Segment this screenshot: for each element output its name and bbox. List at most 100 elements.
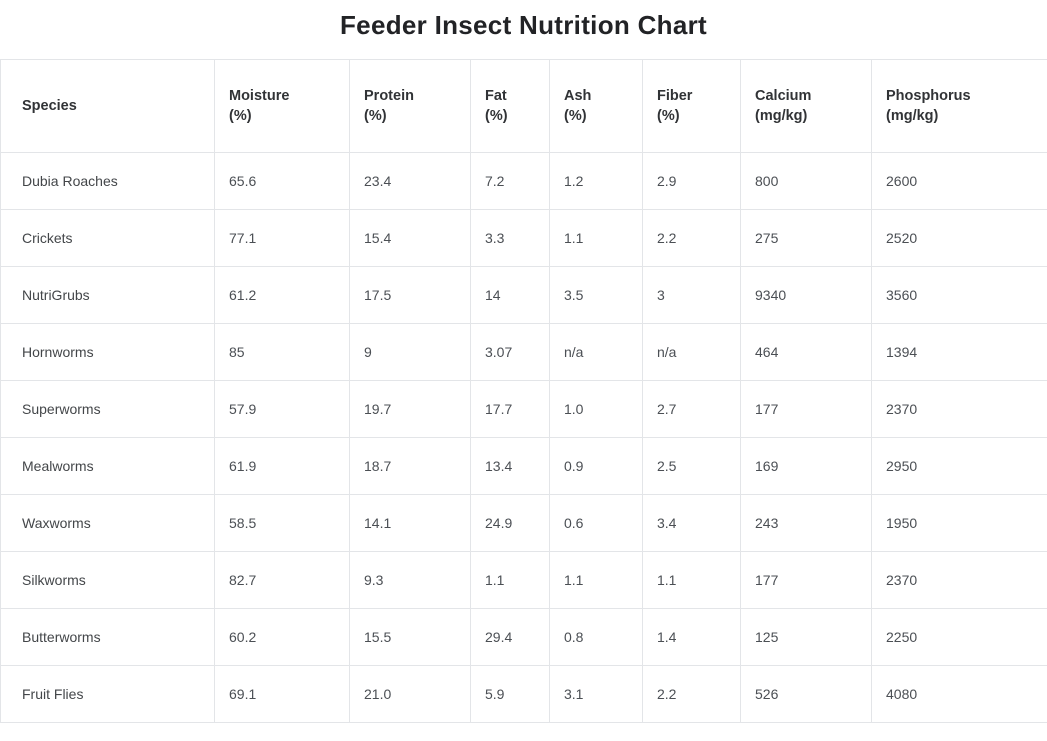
column-header-label: Phosphorus xyxy=(886,88,971,104)
table-body: Dubia Roaches 65.6 23.4 7.2 1.2 2.9 800 2600 Cri… xyxy=(0,152,1047,723)
value-cell: 177 xyxy=(740,380,872,438)
value-cell: 15.4 xyxy=(349,209,471,267)
column-header-label: Protein xyxy=(364,88,414,104)
value-cell: 3 xyxy=(642,266,741,324)
species-cell: Dubia Roaches xyxy=(0,152,215,210)
value-cell: 2.2 xyxy=(642,209,741,267)
value-cell: 1.0 xyxy=(549,380,643,438)
table-row: Crickets 77.1 15.4 3.3 1.1 2.2 275 2520 xyxy=(0,209,1047,267)
value-cell: 13.4 xyxy=(470,437,550,495)
value-cell: 2250 xyxy=(871,608,1047,666)
value-cell: 69.1 xyxy=(214,665,350,723)
value-cell: 1.1 xyxy=(470,551,550,609)
table-row: Fruit Flies 69.1 21.0 5.9 3.1 2.2 526 4080 xyxy=(0,665,1047,723)
value-cell: 9 xyxy=(349,323,471,381)
column-header-unit: (%) xyxy=(564,108,587,124)
value-cell: 1.1 xyxy=(549,209,643,267)
column-header-species: Species xyxy=(0,59,215,153)
value-cell: 58.5 xyxy=(214,494,350,552)
value-cell: 2370 xyxy=(871,380,1047,438)
species-cell: NutriGrubs xyxy=(0,266,215,324)
value-cell: 0.8 xyxy=(549,608,643,666)
species-cell: Crickets xyxy=(0,209,215,267)
value-cell: 9.3 xyxy=(349,551,471,609)
column-header-label: Fiber xyxy=(657,88,693,104)
column-header-calcium: Calcium (mg/kg) xyxy=(740,59,872,153)
table-row: Butterworms 60.2 15.5 29.4 0.8 1.4 125 2250 xyxy=(0,608,1047,666)
value-cell: 464 xyxy=(740,323,872,381)
value-cell: 14.1 xyxy=(349,494,471,552)
value-cell: 2950 xyxy=(871,437,1047,495)
value-cell: 243 xyxy=(740,494,872,552)
value-cell: 1950 xyxy=(871,494,1047,552)
table-row: Hornworms 85 9 3.07 n/a n/a 464 1394 xyxy=(0,323,1047,381)
value-cell: 17.7 xyxy=(470,380,550,438)
value-cell: 60.2 xyxy=(214,608,350,666)
value-cell: 1.1 xyxy=(642,551,741,609)
value-cell: 21.0 xyxy=(349,665,471,723)
value-cell: 29.4 xyxy=(470,608,550,666)
species-cell: Superworms xyxy=(0,380,215,438)
value-cell: 61.2 xyxy=(214,266,350,324)
value-cell: 14 xyxy=(470,266,550,324)
value-cell: 17.5 xyxy=(349,266,471,324)
value-cell: 85 xyxy=(214,323,350,381)
column-header-label: Calcium xyxy=(755,88,812,104)
value-cell: 0.6 xyxy=(549,494,643,552)
table-row: Waxworms 58.5 14.1 24.9 0.6 3.4 243 1950 xyxy=(0,494,1047,552)
value-cell: 3.5 xyxy=(549,266,643,324)
species-cell: Waxworms xyxy=(0,494,215,552)
value-cell: 23.4 xyxy=(349,152,471,210)
value-cell: 1.2 xyxy=(549,152,643,210)
column-header-unit: (mg/kg) xyxy=(755,108,808,124)
value-cell: 3.07 xyxy=(470,323,550,381)
value-cell: 275 xyxy=(740,209,872,267)
column-header-unit: (%) xyxy=(364,108,387,124)
value-cell: 2520 xyxy=(871,209,1047,267)
column-header-label: Fat xyxy=(485,88,507,104)
value-cell: 18.7 xyxy=(349,437,471,495)
value-cell: 65.6 xyxy=(214,152,350,210)
column-header-label: Moisture xyxy=(229,88,290,104)
value-cell: 3.4 xyxy=(642,494,741,552)
table-row: Silkworms 82.7 9.3 1.1 1.1 1.1 177 2370 xyxy=(0,551,1047,609)
value-cell: 0.9 xyxy=(549,437,643,495)
value-cell: 169 xyxy=(740,437,872,495)
value-cell: 1.1 xyxy=(549,551,643,609)
value-cell: 2.9 xyxy=(642,152,741,210)
value-cell: 77.1 xyxy=(214,209,350,267)
value-cell: 5.9 xyxy=(470,665,550,723)
value-cell: 82.7 xyxy=(214,551,350,609)
column-header-unit: (%) xyxy=(229,108,252,124)
value-cell: 57.9 xyxy=(214,380,350,438)
value-cell: 15.5 xyxy=(349,608,471,666)
value-cell: 4080 xyxy=(871,665,1047,723)
value-cell: 2.2 xyxy=(642,665,741,723)
value-cell: 1.4 xyxy=(642,608,741,666)
column-header-phosphorus: Phosphorus (mg/kg) xyxy=(871,59,1047,153)
column-header-unit: (%) xyxy=(657,108,680,124)
table-row: Mealworms 61.9 18.7 13.4 0.9 2.5 169 2950 xyxy=(0,437,1047,495)
value-cell: 2.7 xyxy=(642,380,741,438)
value-cell: 125 xyxy=(740,608,872,666)
value-cell: 2600 xyxy=(871,152,1047,210)
value-cell: 7.2 xyxy=(470,152,550,210)
value-cell: 526 xyxy=(740,665,872,723)
value-cell: 3.1 xyxy=(549,665,643,723)
table-head: Species Moisture (%) Protein (%) Fat (%) Ash (%)… xyxy=(0,59,1047,153)
species-cell: Silkworms xyxy=(0,551,215,609)
table-row: Dubia Roaches 65.6 23.4 7.2 1.2 2.9 800 2600 xyxy=(0,152,1047,210)
species-cell: Fruit Flies xyxy=(0,665,215,723)
value-cell: 19.7 xyxy=(349,380,471,438)
value-cell: 3560 xyxy=(871,266,1047,324)
value-cell: 177 xyxy=(740,551,872,609)
species-cell: Hornworms xyxy=(0,323,215,381)
column-header-moisture: Moisture (%) xyxy=(214,59,350,153)
value-cell: 3.3 xyxy=(470,209,550,267)
header-row: Species Moisture (%) Protein (%) Fat (%) Ash (%)… xyxy=(0,59,1047,153)
column-header-label: Species xyxy=(22,98,77,114)
value-cell: n/a xyxy=(642,323,741,381)
value-cell: 1394 xyxy=(871,323,1047,381)
value-cell: n/a xyxy=(549,323,643,381)
